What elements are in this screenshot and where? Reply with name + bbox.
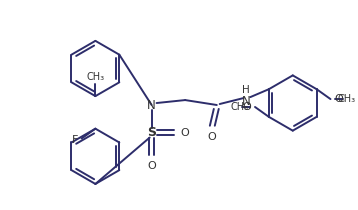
Text: O: O: [180, 128, 189, 138]
Text: O: O: [334, 94, 343, 104]
Text: F: F: [72, 135, 79, 144]
Text: CH₃: CH₃: [230, 102, 248, 112]
Text: H: H: [242, 85, 250, 95]
Text: O: O: [147, 161, 156, 171]
Text: O: O: [242, 102, 251, 112]
Text: CH₃: CH₃: [337, 94, 355, 104]
Text: CH₃: CH₃: [86, 72, 105, 82]
Text: N: N: [147, 98, 156, 112]
Text: O: O: [207, 132, 216, 142]
Text: N: N: [242, 95, 251, 108]
Text: S: S: [147, 126, 156, 139]
